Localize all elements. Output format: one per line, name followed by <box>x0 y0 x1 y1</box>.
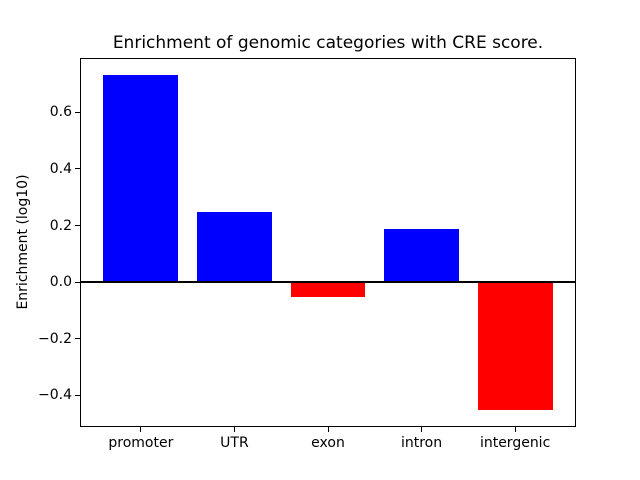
y-tick-mark <box>75 394 80 396</box>
y-tick-mark <box>75 111 80 113</box>
bar-exon <box>290 282 366 298</box>
y-tick-label: 0.2 <box>49 217 72 234</box>
y-tick-label: 0.4 <box>49 160 72 177</box>
bar-UTR <box>197 212 272 283</box>
x-tick-mark <box>421 427 423 432</box>
bar-intron <box>384 229 459 283</box>
x-tick-mark <box>140 427 142 432</box>
zero-baseline <box>81 281 575 284</box>
plot-area <box>80 58 576 427</box>
y-tick-label: −0.4 <box>38 387 72 404</box>
y-tick-label: 0.0 <box>49 274 72 291</box>
y-axis-label: Enrichment (log10) <box>15 174 31 310</box>
chart-title: Enrichment of genomic categories with CR… <box>112 33 544 53</box>
x-tick-label-UTR: UTR <box>220 435 249 451</box>
y-tick-mark <box>75 338 80 340</box>
x-tick-label-intergenic: intergenic <box>479 435 551 451</box>
x-tick-label-intron: intron <box>400 435 443 451</box>
bar-promoter <box>103 75 179 283</box>
x-tick-mark <box>233 427 235 432</box>
x-tick-label-exon: exon <box>311 435 345 451</box>
x-tick-mark <box>514 427 516 432</box>
y-tick-label: −0.2 <box>38 330 72 347</box>
x-tick-mark <box>327 427 329 432</box>
y-tick-mark <box>75 281 80 283</box>
y-tick-label: 0.6 <box>49 104 72 121</box>
y-tick-mark <box>75 168 80 170</box>
bar-intergenic <box>477 282 553 410</box>
y-tick-mark <box>75 225 80 226</box>
x-tick-label-promoter: promoter <box>108 435 174 451</box>
